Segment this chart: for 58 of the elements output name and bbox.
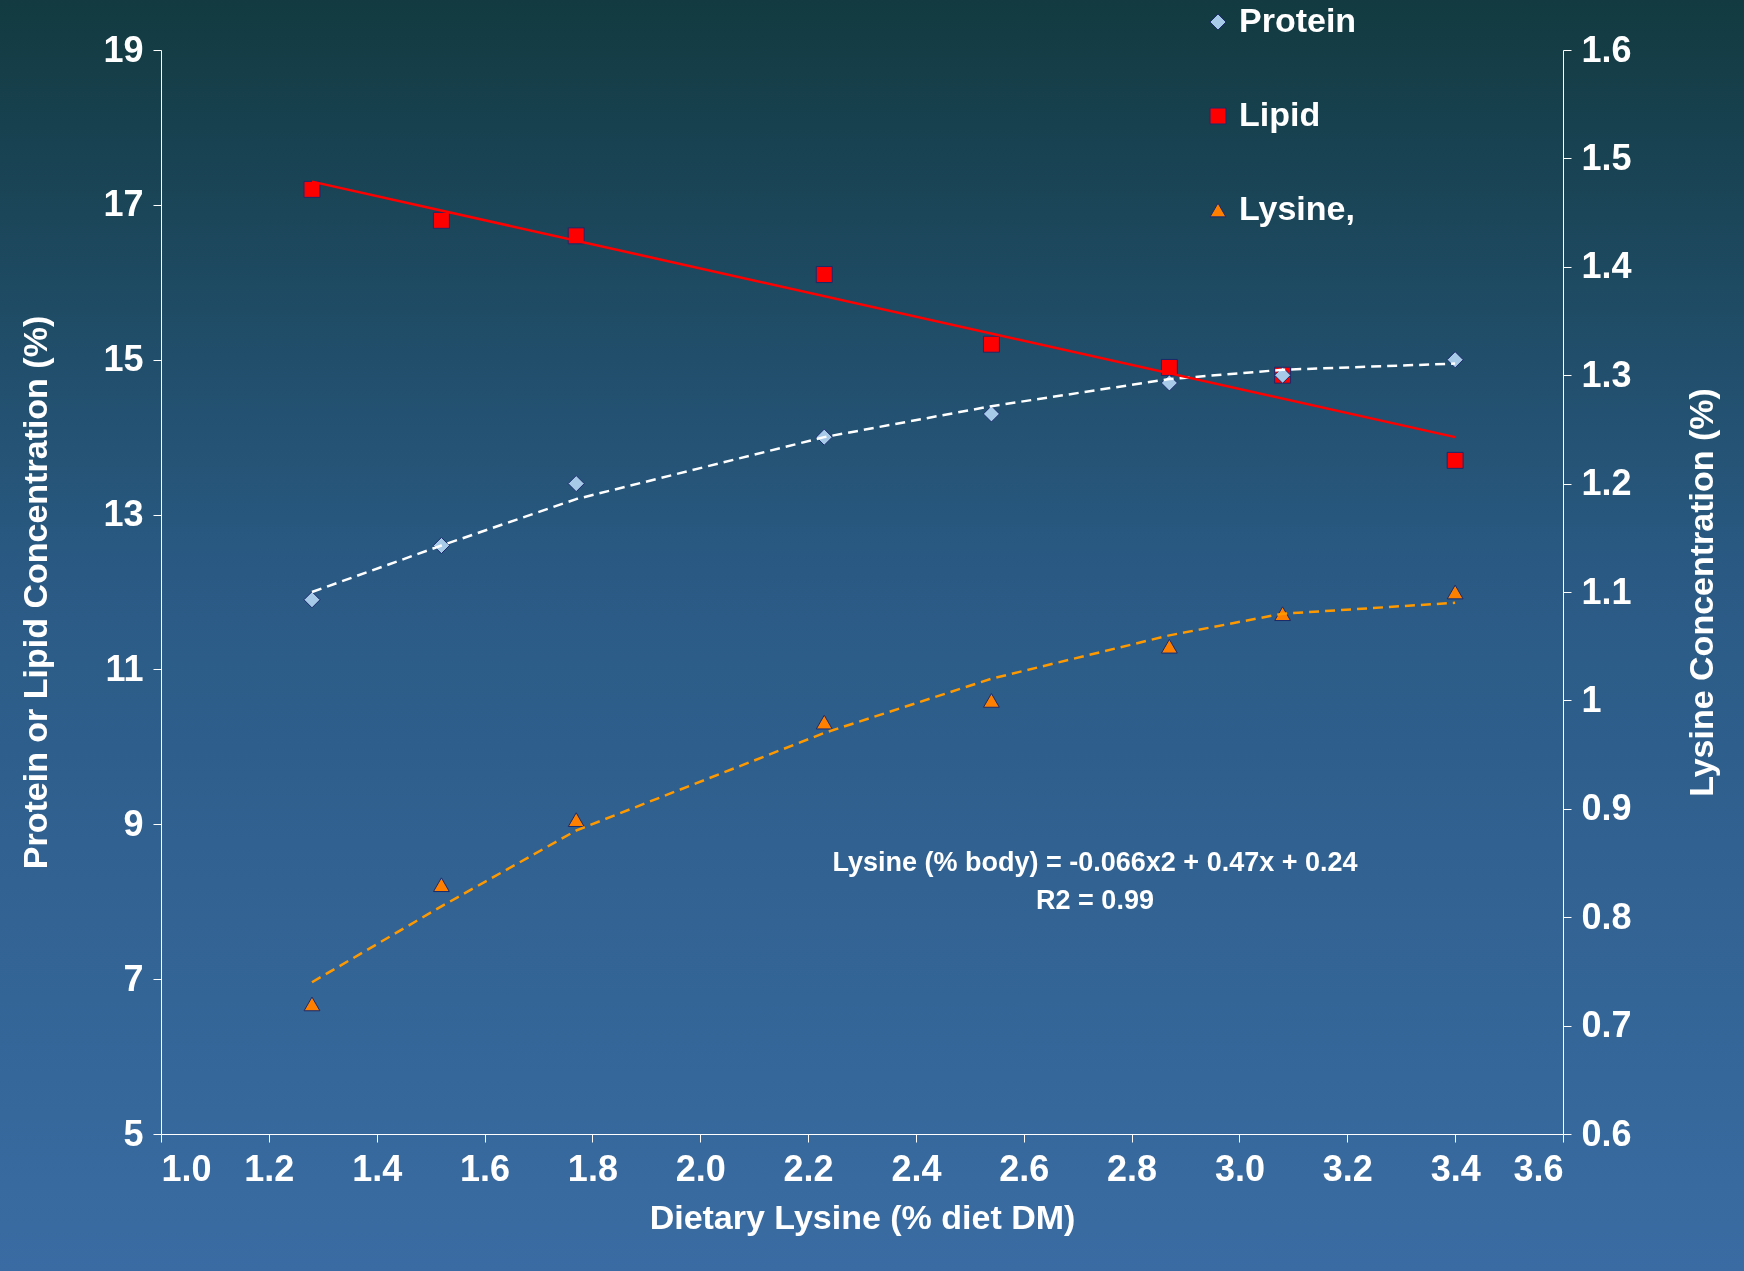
x-tick-label: 2.0: [675, 1147, 726, 1189]
point: [1446, 584, 1464, 600]
point: [1446, 451, 1464, 469]
y2-tick-label: 0.8: [1581, 895, 1632, 937]
y2-tick-label: 0.9: [1581, 787, 1632, 829]
y-tick-label: 15: [103, 338, 144, 380]
legend-label: Lysine,: [1239, 189, 1355, 227]
point: [303, 591, 321, 609]
y-tick-label: 11: [105, 647, 144, 689]
y-tick-label: 13: [103, 493, 144, 535]
y2-axis-title: Lysine Concentration (%): [1681, 388, 1720, 797]
y2-tick-label: 0.7: [1581, 1004, 1632, 1046]
x-axis-title: Dietary Lysine (% diet DM): [649, 1197, 1076, 1236]
y2-tick-label: 1.6: [1581, 28, 1632, 70]
line-series: [310, 601, 1457, 984]
y2-tick-label: 0.6: [1581, 1112, 1632, 1154]
x-tick-label: 2.8: [1107, 1147, 1158, 1189]
point: [983, 693, 1000, 708]
point: [567, 812, 585, 827]
x-tick-label: 2.4: [891, 1147, 942, 1189]
x-tick-label: 3.0: [1214, 1147, 1265, 1189]
y2-tick-label: 1.3: [1581, 353, 1632, 395]
point: [982, 335, 1000, 353]
legend-label: Lipid: [1239, 95, 1321, 133]
x-tick-label: 2.2: [783, 1147, 834, 1189]
x-tick-label: 2.6: [999, 1147, 1050, 1189]
point: [303, 996, 321, 1012]
point: [303, 180, 321, 198]
y2-tick-label: 1.4: [1581, 245, 1632, 287]
point: [1160, 638, 1178, 654]
point: [432, 211, 450, 229]
y-tick-label: 5: [123, 1112, 144, 1154]
x-tick-label: 3.6: [1513, 1147, 1564, 1189]
x-tick-label: 1.0: [161, 1147, 212, 1189]
y-tick-label: 9: [123, 802, 144, 844]
point: [1446, 351, 1464, 369]
y-axis-title: Protein or Lipid Concentration (%): [15, 315, 54, 870]
point: [815, 266, 833, 284]
y-tick-label: 19: [103, 28, 144, 70]
x-tick-label: 3.4: [1430, 1147, 1481, 1189]
y2-tick-label: 1.2: [1581, 462, 1632, 504]
point: [432, 877, 450, 893]
point: [982, 405, 1000, 423]
y2-tick-label: 1.5: [1581, 136, 1632, 178]
x-tick-label: 1.4: [352, 1147, 403, 1189]
x-tick-label: 1.8: [567, 1147, 618, 1189]
point: [815, 714, 833, 730]
legend-label: Protein: [1239, 1, 1357, 39]
x-tick-label: 1.2: [244, 1147, 295, 1189]
x-tick-label: 1.6: [460, 1147, 511, 1189]
y2-tick-label: 1.1: [1581, 570, 1632, 612]
y-tick-label: 17: [103, 183, 144, 225]
y2-tick-label: 1: [1581, 678, 1602, 720]
x-tick-label: 3.2: [1322, 1147, 1373, 1189]
y-tick-label: 7: [123, 957, 144, 999]
annotation: R2 = 0.99: [1036, 885, 1154, 915]
point: [567, 475, 585, 493]
annotation: Lysine (% body) = -0.066x2 + 0.47x + 0.24: [832, 847, 1358, 877]
